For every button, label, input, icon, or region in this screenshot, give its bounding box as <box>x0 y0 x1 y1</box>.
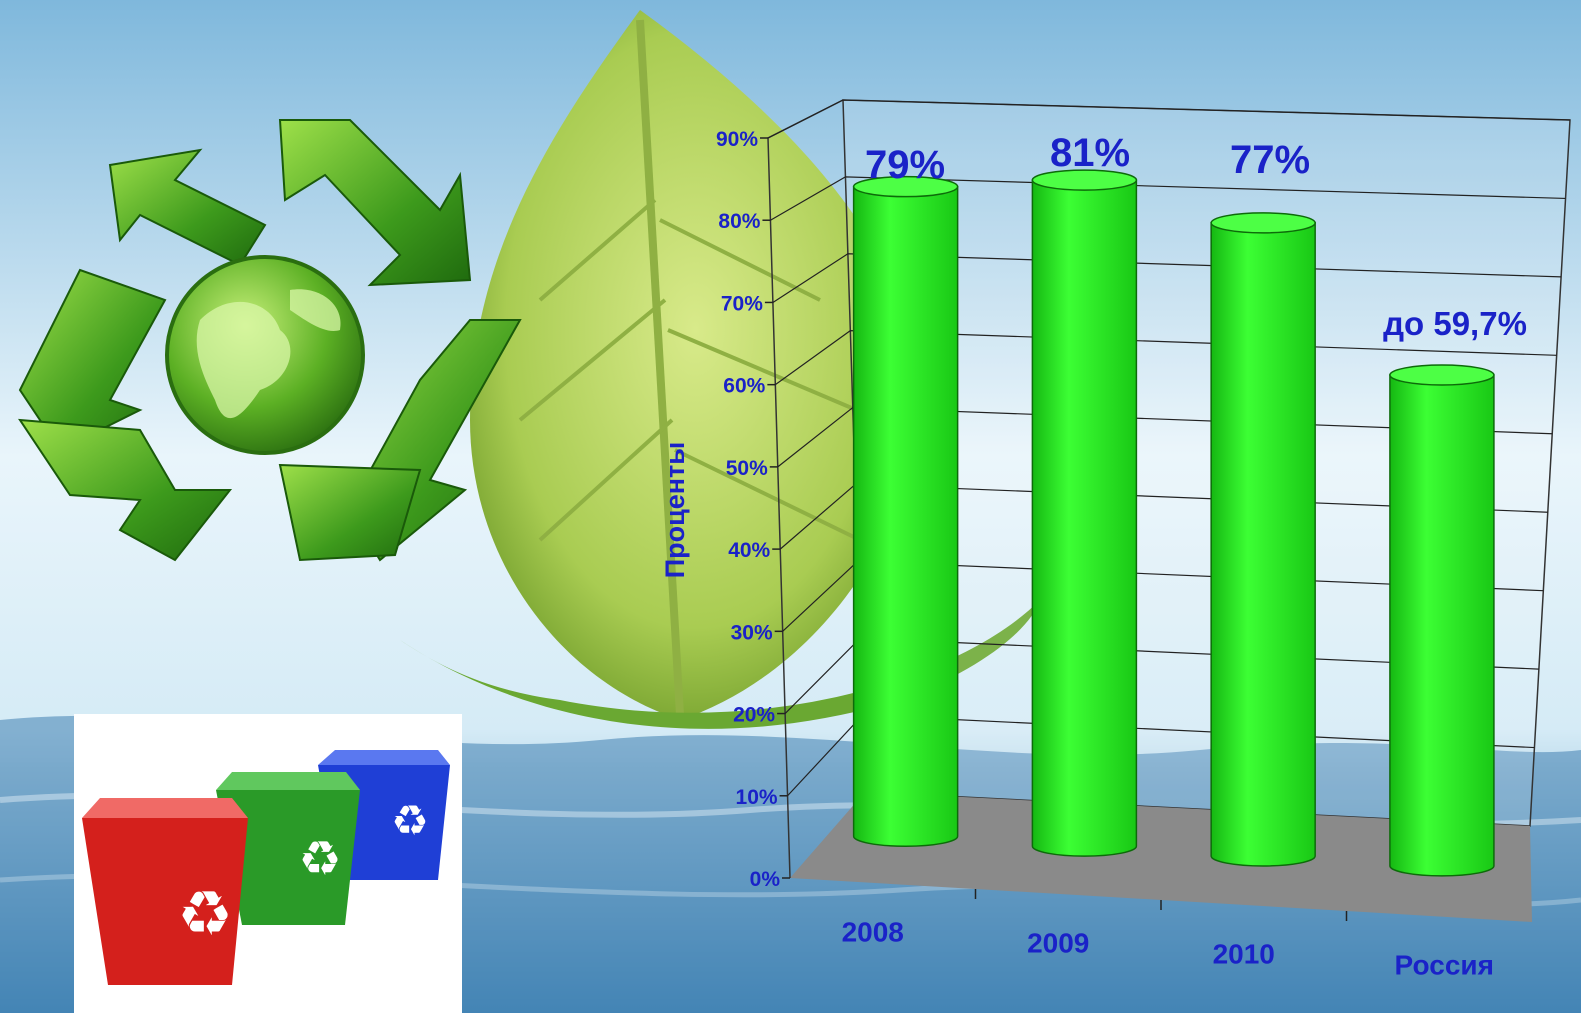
bar-body <box>852 185 959 847</box>
y-tick-label: 0% <box>750 868 781 891</box>
gridline <box>767 99 1571 139</box>
green-bin: ♻ <box>216 772 360 925</box>
recycle-bins-image: ♻ ♻ ♻ <box>74 714 462 1013</box>
bar-body <box>1210 222 1316 867</box>
gridline <box>772 253 1562 303</box>
bar-top <box>1031 169 1138 191</box>
bar-body <box>1031 179 1138 857</box>
x-tick-label: 2009 <box>1027 928 1089 959</box>
svg-text:♻: ♻ <box>391 796 429 845</box>
y-axis-ticks: 0% 10% 20% 30% 40% 50% 60% 70% 80% 90% <box>716 128 1348 921</box>
data-label: 79% <box>865 143 945 187</box>
x-tick-label: 2008 <box>842 917 904 948</box>
y-tick-label: 40% <box>728 539 770 562</box>
y-tick-label: 20% <box>733 704 775 727</box>
bar-Россия <box>1389 364 1495 877</box>
data-label: 77% <box>1230 138 1310 182</box>
x-tick-label: Россия <box>1395 950 1494 981</box>
y-tick-label: 30% <box>731 621 773 644</box>
bar-top <box>1210 212 1316 234</box>
bar-2010 <box>1210 212 1316 867</box>
recycle-globe-icon <box>18 119 522 562</box>
data-label: до 59,7% <box>1383 305 1527 342</box>
y-tick-label: 70% <box>721 292 763 315</box>
data-labels: 79% 81% 77% до 59,7% <box>865 131 1527 342</box>
bar-top <box>852 175 959 198</box>
y-axis-title: Проценты <box>660 442 690 579</box>
bar-2009 <box>1031 169 1138 857</box>
svg-text:♻: ♻ <box>177 877 233 950</box>
y-tick-label: 80% <box>718 210 760 233</box>
chart-bars <box>852 169 1495 877</box>
gridline <box>774 330 1557 386</box>
y-tick-label: 10% <box>736 786 778 809</box>
y-tick-label: 90% <box>716 128 758 151</box>
gridline <box>777 406 1553 468</box>
x-tick-label: 2010 <box>1213 939 1275 970</box>
y-tick-label: 50% <box>726 457 768 480</box>
bar-2008 <box>852 175 959 847</box>
y-tick-label: 60% <box>723 375 765 398</box>
gridline <box>770 176 1566 221</box>
red-bin: ♻ <box>82 798 248 985</box>
bar-top <box>1389 364 1495 386</box>
x-axis-labels: 2008 2009 2010 Россия <box>842 917 1494 981</box>
data-label: 81% <box>1050 131 1130 175</box>
chart-floor <box>790 792 1532 922</box>
bar-chart: 0% 10% 20% 30% 40% 50% 60% 70% 80% 90% 79% 81% 77% д… <box>660 99 1571 981</box>
svg-text:♻: ♻ <box>298 831 341 887</box>
bar-body <box>1389 374 1495 877</box>
